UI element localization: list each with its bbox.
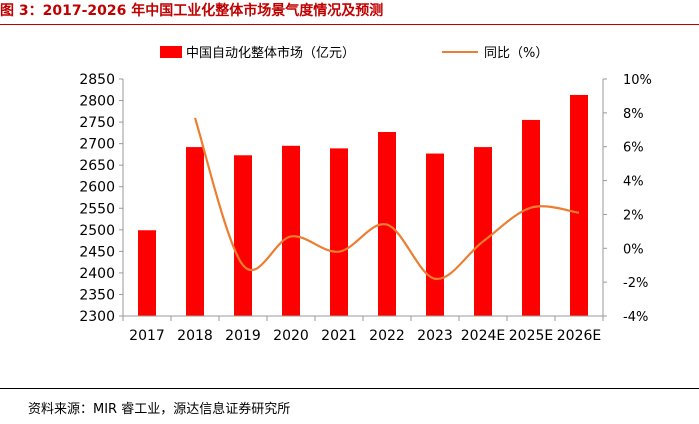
legend-label-line: 同比（%） — [484, 46, 548, 61]
combo-chart: 中国自动化整体市场（亿元） 同比（%） 2300 2350 2400 2450 2500… — [79, 45, 652, 344]
x-tick-label: 2025E — [509, 328, 553, 344]
right-tick-label: 2% — [623, 208, 644, 223]
bar — [138, 230, 156, 316]
left-tick-label: 2750 — [79, 115, 115, 131]
right-tick-label: 6% — [623, 141, 644, 156]
bar — [474, 147, 492, 316]
bar — [570, 94, 588, 316]
right-tick-label: 0% — [623, 242, 644, 257]
bar — [234, 155, 252, 316]
right-tick-label: 10% — [623, 73, 652, 88]
right-tick-label: -4% — [623, 310, 648, 325]
x-axis: 2017 2018 2019 2020 2021 2022 2023 2024E 2025E 20… — [122, 315, 604, 344]
left-axis: 2300 2350 2400 2450 2500 2550 2600 2650 2700 2750… — [79, 72, 124, 325]
left-tick-label: 2300 — [79, 309, 115, 325]
x-tick-label: 2019 — [225, 328, 261, 344]
bar — [330, 148, 348, 316]
legend-swatch-bar — [160, 46, 182, 58]
left-tick-label: 2350 — [79, 287, 115, 303]
source-note: 资料来源：MIR 睿工业，源达信息证券研究所 — [28, 402, 291, 417]
bar — [426, 153, 444, 316]
legend-label-bar: 中国自动化整体市场（亿元） — [186, 45, 355, 61]
right-axis: -4% -2% 0% 2% 4% 6% 8% 10% — [602, 73, 652, 325]
left-tick-label: 2600 — [79, 180, 115, 196]
x-tick-label: 2021 — [321, 328, 357, 344]
right-tick-label: 8% — [623, 107, 644, 122]
legend: 中国自动化整体市场（亿元） 同比（%） — [160, 45, 548, 61]
right-tick-label: 4% — [623, 175, 644, 190]
left-tick-label: 2450 — [79, 244, 115, 260]
x-tick-label: 2017 — [129, 328, 165, 344]
left-tick-label: 2800 — [79, 94, 115, 110]
bar — [282, 145, 300, 316]
x-tick-label: 2023 — [417, 328, 453, 344]
left-tick-label: 2400 — [79, 266, 115, 282]
x-tick-label: 2026E — [557, 328, 601, 344]
chart-title: 图 3：2017-2026 年中国工业化整体市场景气度情况及预测 — [0, 3, 384, 19]
right-tick-label: -2% — [623, 276, 648, 291]
line-series — [193, 117, 580, 280]
bar — [186, 147, 204, 316]
x-tick-label: 2020 — [273, 328, 309, 344]
left-tick-label: 2850 — [79, 72, 115, 88]
left-tick-label: 2700 — [79, 137, 115, 153]
title-divider — [0, 24, 699, 25]
source-divider — [0, 388, 699, 389]
bar — [522, 119, 540, 316]
bar-series — [138, 94, 588, 316]
x-tick-label: 2018 — [177, 328, 213, 344]
x-tick-label: 2024E — [461, 328, 505, 344]
left-tick-label: 2500 — [79, 223, 115, 239]
x-tick-label: 2022 — [369, 328, 405, 344]
left-tick-label: 2550 — [79, 201, 115, 217]
left-tick-label: 2650 — [79, 158, 115, 174]
